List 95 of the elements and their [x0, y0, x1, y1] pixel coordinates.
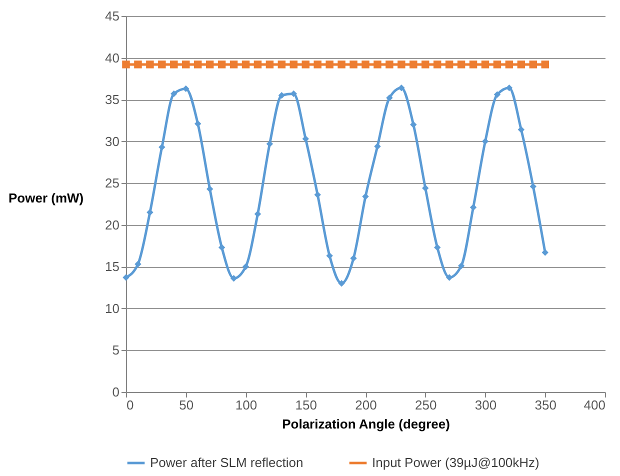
point — [469, 60, 478, 68]
point — [326, 252, 333, 260]
point — [410, 60, 418, 68]
legend-label: Input Power (39µJ@100kHz) — [372, 455, 540, 470]
point — [218, 244, 226, 251]
point — [230, 275, 238, 282]
point — [206, 60, 214, 68]
point — [446, 274, 453, 281]
point — [278, 60, 286, 68]
point — [242, 60, 250, 68]
point — [314, 60, 322, 68]
point — [410, 121, 417, 128]
point — [541, 60, 549, 68]
y-tick-label: 35 — [105, 92, 120, 108]
point — [170, 90, 178, 98]
point — [350, 254, 357, 262]
y-tick-label: 10 — [105, 300, 120, 316]
point — [158, 60, 166, 68]
point — [134, 260, 142, 268]
point — [530, 183, 537, 190]
point — [398, 84, 405, 92]
x-tick-label: 50 — [179, 398, 194, 412]
point — [194, 60, 202, 68]
x-axis-title: Polarization Angle (degree) — [282, 416, 450, 432]
point — [481, 60, 490, 68]
point — [433, 60, 442, 68]
point — [374, 142, 381, 150]
point — [158, 144, 166, 151]
x-tick-label: 400 — [584, 398, 606, 412]
point — [422, 60, 430, 68]
point — [398, 60, 406, 68]
point — [146, 209, 154, 216]
x-tick-label: 150 — [295, 398, 317, 412]
point — [134, 60, 142, 68]
point — [338, 60, 346, 68]
point — [374, 60, 382, 68]
point — [170, 60, 178, 68]
y-tick-label: 20 — [105, 217, 120, 232]
point — [314, 191, 321, 198]
point — [542, 249, 548, 256]
y-tick-label: 15 — [105, 259, 120, 274]
y-tick-label: 30 — [105, 134, 120, 149]
point — [266, 60, 274, 68]
legend-label: Power after SLM reflection — [150, 455, 304, 470]
x-tick-label: 0 — [126, 398, 134, 412]
y-tick-label: 0 — [112, 384, 120, 400]
point — [362, 193, 369, 200]
point — [362, 60, 370, 68]
point — [302, 135, 309, 142]
point — [254, 210, 262, 218]
point — [458, 262, 465, 270]
y-tick-label: 40 — [105, 50, 120, 66]
point — [445, 60, 454, 68]
x-tick-label: 200 — [355, 398, 377, 412]
point — [434, 244, 441, 251]
x-tick-label: 300 — [474, 398, 497, 412]
point — [350, 60, 358, 68]
point — [206, 186, 214, 192]
point — [517, 60, 526, 68]
point — [290, 90, 298, 98]
point — [494, 91, 501, 98]
point — [518, 126, 525, 133]
point — [386, 94, 393, 102]
point — [230, 60, 238, 68]
point — [470, 204, 477, 211]
y-tick-label: 25 — [105, 176, 120, 191]
point — [182, 60, 190, 68]
y-axis-title: Power (mW) — [8, 190, 84, 206]
point — [386, 60, 394, 68]
point — [254, 60, 262, 68]
point — [302, 60, 310, 68]
point — [493, 60, 502, 68]
point — [290, 60, 298, 68]
point — [266, 140, 274, 148]
point — [278, 92, 286, 99]
point — [505, 60, 514, 68]
point — [194, 120, 202, 128]
point — [182, 85, 190, 92]
point — [529, 60, 538, 68]
point — [218, 60, 226, 68]
point — [122, 60, 130, 68]
point — [326, 60, 334, 68]
point — [122, 274, 130, 281]
x-tick-label: 250 — [415, 398, 437, 412]
point — [482, 138, 489, 145]
point — [506, 84, 513, 92]
x-tick-label: 100 — [235, 398, 258, 412]
y-tick-label: 5 — [112, 342, 120, 358]
point — [457, 60, 466, 68]
y-tick-label: 45 — [105, 8, 120, 24]
point — [338, 280, 345, 287]
x-tick-label: 350 — [534, 398, 556, 412]
point — [146, 60, 154, 68]
point — [242, 263, 250, 270]
point — [422, 184, 429, 192]
